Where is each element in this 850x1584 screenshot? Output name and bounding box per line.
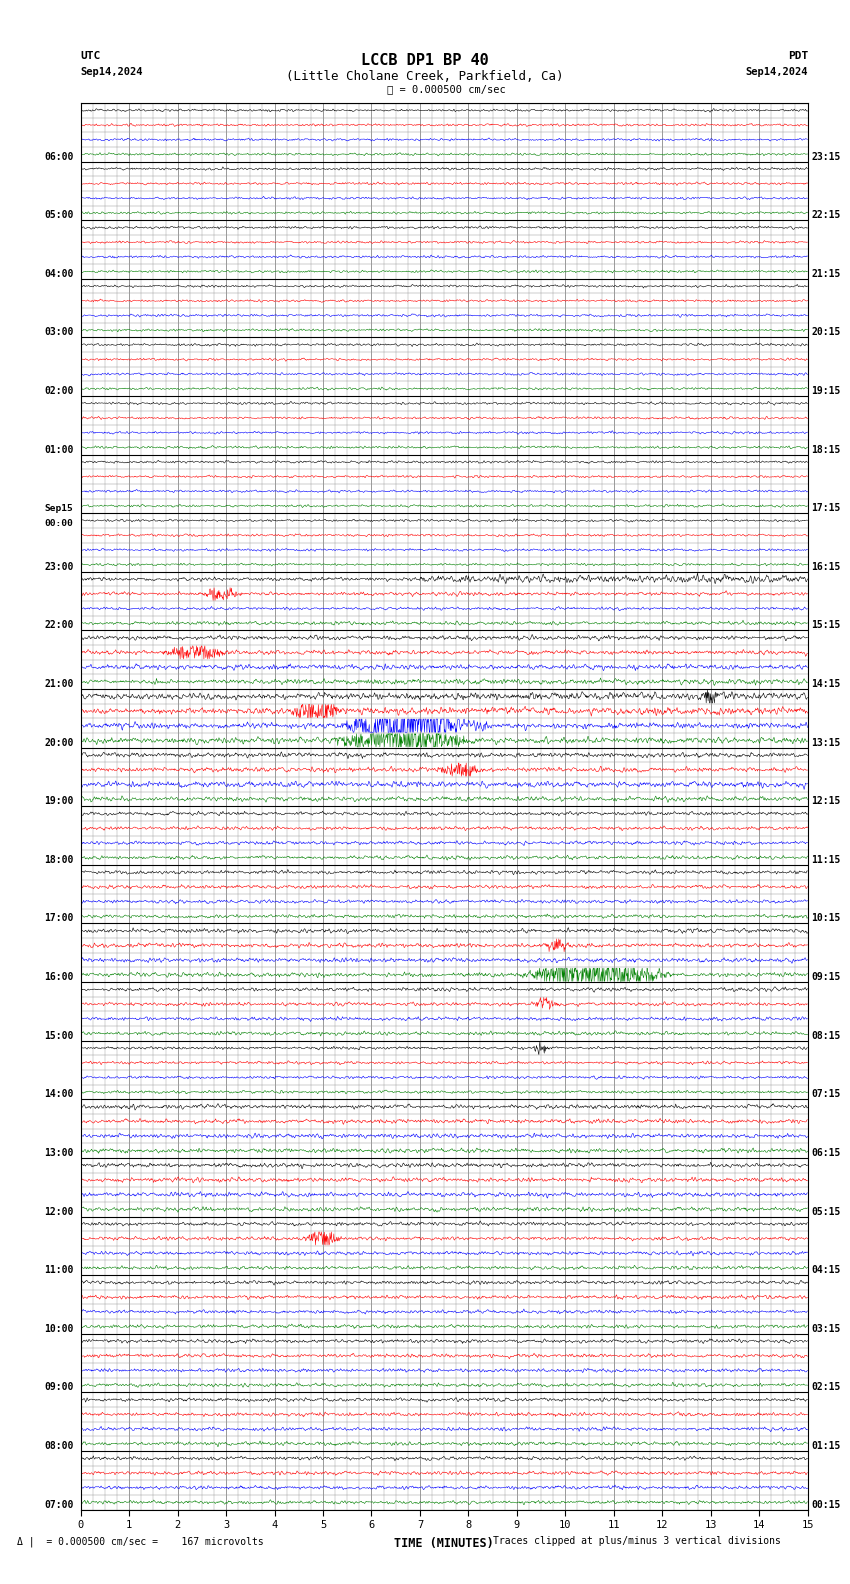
Text: Sep14,2024: Sep14,2024 — [81, 67, 144, 76]
Text: 16:15: 16:15 — [811, 562, 841, 572]
Text: Δ |  = 0.000500 cm/sec =    167 microvolts: Δ | = 0.000500 cm/sec = 167 microvolts — [17, 1536, 264, 1548]
Text: Sep14,2024: Sep14,2024 — [745, 67, 808, 76]
Text: UTC: UTC — [81, 51, 101, 60]
Text: 18:15: 18:15 — [811, 445, 841, 455]
Text: 05:00: 05:00 — [44, 211, 73, 220]
Text: 00:00: 00:00 — [45, 520, 73, 527]
Text: 04:15: 04:15 — [811, 1266, 841, 1275]
Text: 10:00: 10:00 — [44, 1324, 73, 1334]
Text: 09:00: 09:00 — [44, 1383, 73, 1392]
Text: Traces clipped at plus/minus 3 vertical divisions: Traces clipped at plus/minus 3 vertical … — [493, 1536, 781, 1546]
Text: 05:15: 05:15 — [811, 1207, 841, 1217]
Text: 06:15: 06:15 — [811, 1148, 841, 1158]
Text: 06:00: 06:00 — [44, 152, 73, 162]
Text: 02:00: 02:00 — [44, 386, 73, 396]
Text: 08:15: 08:15 — [811, 1031, 841, 1041]
Text: 23:00: 23:00 — [44, 562, 73, 572]
Text: 20:00: 20:00 — [44, 738, 73, 748]
Text: 22:15: 22:15 — [811, 211, 841, 220]
Text: 14:15: 14:15 — [811, 680, 841, 689]
Text: 10:15: 10:15 — [811, 914, 841, 923]
Text: 11:15: 11:15 — [811, 855, 841, 865]
Text: 07:15: 07:15 — [811, 1090, 841, 1099]
Text: 03:00: 03:00 — [44, 328, 73, 337]
Text: ⏐ = 0.000500 cm/sec: ⏐ = 0.000500 cm/sec — [387, 84, 506, 93]
Text: LCCB DP1 BP 40: LCCB DP1 BP 40 — [361, 52, 489, 68]
Text: 01:15: 01:15 — [811, 1441, 841, 1451]
Text: Sep15: Sep15 — [45, 504, 73, 513]
Text: 14:00: 14:00 — [44, 1090, 73, 1099]
Text: 03:15: 03:15 — [811, 1324, 841, 1334]
Text: 02:15: 02:15 — [811, 1383, 841, 1392]
Text: 17:00: 17:00 — [44, 914, 73, 923]
Text: 12:00: 12:00 — [44, 1207, 73, 1217]
Text: 04:00: 04:00 — [44, 269, 73, 279]
Text: 22:00: 22:00 — [44, 621, 73, 630]
Text: 16:00: 16:00 — [44, 973, 73, 982]
Text: 23:15: 23:15 — [811, 152, 841, 162]
Text: 12:15: 12:15 — [811, 797, 841, 806]
Text: 07:00: 07:00 — [44, 1500, 73, 1510]
Text: 08:00: 08:00 — [44, 1441, 73, 1451]
Text: 15:15: 15:15 — [811, 621, 841, 630]
Text: 01:00: 01:00 — [44, 445, 73, 455]
Text: 20:15: 20:15 — [811, 328, 841, 337]
Text: 18:00: 18:00 — [44, 855, 73, 865]
Text: 15:00: 15:00 — [44, 1031, 73, 1041]
Text: 11:00: 11:00 — [44, 1266, 73, 1275]
Text: (Little Cholane Creek, Parkfield, Ca): (Little Cholane Creek, Parkfield, Ca) — [286, 70, 564, 84]
Text: PDT: PDT — [788, 51, 808, 60]
Text: 21:15: 21:15 — [811, 269, 841, 279]
Text: 19:00: 19:00 — [44, 797, 73, 806]
Text: 13:00: 13:00 — [44, 1148, 73, 1158]
Text: 17:15: 17:15 — [811, 504, 841, 513]
Text: 13:15: 13:15 — [811, 738, 841, 748]
Text: 00:15: 00:15 — [811, 1500, 841, 1510]
X-axis label: TIME (MINUTES): TIME (MINUTES) — [394, 1536, 494, 1549]
Text: 21:00: 21:00 — [44, 680, 73, 689]
Text: 09:15: 09:15 — [811, 973, 841, 982]
Text: 19:15: 19:15 — [811, 386, 841, 396]
